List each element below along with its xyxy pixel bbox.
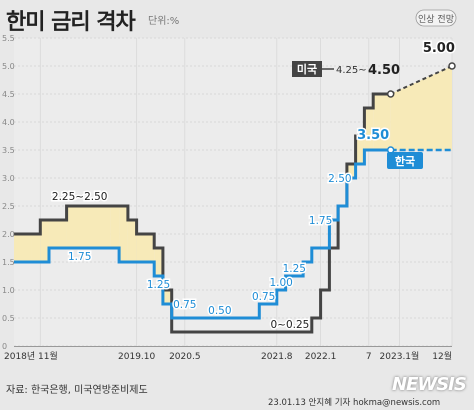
data-label: 1.25 bbox=[283, 263, 306, 275]
gap-area bbox=[373, 94, 391, 150]
data-label: 0.75 bbox=[173, 299, 196, 311]
y-tick-label: 3.5 bbox=[2, 146, 15, 155]
gap-area bbox=[136, 234, 155, 262]
us-current-marker bbox=[386, 90, 395, 98]
gap-area bbox=[154, 248, 163, 276]
data-label: 0.75 bbox=[252, 291, 275, 303]
data-label: 1.00 bbox=[269, 277, 292, 289]
y-tick-label: 0.5 bbox=[2, 314, 15, 323]
newsis-logo: NEWSIS bbox=[392, 374, 467, 395]
y-tick-label: 2.5 bbox=[2, 202, 15, 211]
legend-us-range: 4.25~ bbox=[336, 65, 367, 76]
gap-area bbox=[346, 164, 356, 178]
legend-us-label: 미국 bbox=[297, 62, 317, 76]
y-tick-label: 0 bbox=[2, 342, 7, 351]
data-label: 1.75 bbox=[309, 215, 332, 227]
data-label: 3.50 bbox=[357, 128, 389, 143]
gap-area bbox=[355, 136, 365, 164]
data-label: 5.00 bbox=[423, 41, 455, 56]
credit-note: 23.01.13 안지혜 기자 hokma@newsis.com bbox=[268, 398, 441, 408]
series-line-layer bbox=[14, 62, 456, 334]
projection-label: 인상 전망 bbox=[418, 14, 454, 25]
y-tick-label: 2.0 bbox=[2, 230, 15, 239]
legend-korea-label: 한국 bbox=[395, 154, 415, 168]
x-tick-label: 7 bbox=[366, 352, 372, 362]
x-tick-label: 12월 bbox=[432, 350, 452, 362]
grid-layer bbox=[14, 37, 453, 347]
x-tick-label: 2023.1월 bbox=[380, 350, 420, 362]
gap-area bbox=[66, 206, 111, 248]
y-tick-label: 1.0 bbox=[2, 286, 15, 295]
us-projection-line bbox=[390, 65, 453, 95]
x-tick-label: 2019.10 bbox=[118, 352, 155, 362]
x-tick-label: 2018년 11월 bbox=[4, 350, 58, 362]
source-note: 자료: 한국은행, 미국연방준비제도 bbox=[6, 385, 148, 396]
gap-area bbox=[110, 206, 120, 248]
y-tick-label: 4.5 bbox=[2, 90, 15, 99]
legend-korea-tag bbox=[387, 152, 423, 169]
gap-area bbox=[119, 206, 128, 262]
gap-area bbox=[49, 220, 67, 248]
y-tick-label: 5.5 bbox=[2, 34, 15, 43]
korea-rate-line bbox=[14, 148, 391, 320]
x-tick-label: 2021.8 bbox=[261, 352, 293, 362]
page-title: 한미 금리 격차 bbox=[6, 10, 136, 35]
us-rate-line bbox=[14, 92, 391, 334]
data-label-layer: 2.25~2.501.751.250.75 0.500.751.001.250~0… bbox=[50, 40, 456, 333]
data-label: 1.75 bbox=[68, 251, 91, 263]
y-tick-label: 3.0 bbox=[2, 174, 15, 183]
legend-us-tag bbox=[292, 61, 322, 77]
y-tick-label: 5.0 bbox=[2, 62, 15, 71]
gap-area bbox=[31, 234, 41, 262]
data-label: 0~0.25 bbox=[271, 319, 310, 331]
x-tick-label: 2020.5 bbox=[169, 352, 201, 362]
axis-layer: 5.55.04.54.03.53.02.52.01.51.00.502018년 … bbox=[2, 34, 452, 362]
plot-background bbox=[14, 38, 452, 346]
data-label: 0.50 bbox=[208, 305, 231, 317]
us-projection-marker bbox=[448, 62, 456, 70]
projection-bubble bbox=[415, 9, 457, 27]
x-tick-label: 2022.1 bbox=[305, 352, 337, 362]
data-label: 2.50 bbox=[328, 173, 351, 185]
gap-area bbox=[162, 290, 172, 304]
data-label: 1.25 bbox=[147, 279, 170, 291]
gap-area bbox=[364, 108, 374, 150]
y-tick-label: 1.5 bbox=[2, 258, 15, 267]
gap-fill-layer bbox=[14, 66, 452, 304]
y-tick-label: 4.0 bbox=[2, 118, 15, 127]
unit-label: 단위:% bbox=[148, 16, 180, 27]
gap-area bbox=[40, 220, 50, 262]
gap-area bbox=[127, 220, 137, 262]
data-label: 2.25~2.50 bbox=[52, 191, 108, 203]
gap-area bbox=[14, 234, 32, 262]
legend-us-value: 4.50 bbox=[368, 63, 400, 78]
